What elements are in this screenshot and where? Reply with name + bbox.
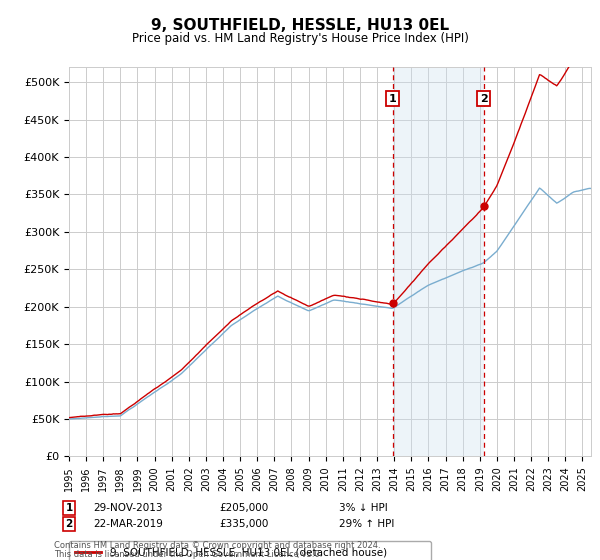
Text: 29-NOV-2013: 29-NOV-2013 — [93, 503, 163, 513]
Text: £205,000: £205,000 — [219, 503, 268, 513]
Text: 1: 1 — [65, 503, 73, 513]
Text: 1: 1 — [389, 94, 397, 104]
Bar — [392, 67, 484, 456]
Legend: 9, SOUTHFIELD, HESSLE, HU13 0EL (detached house), HPI: Average price, detached h: 9, SOUTHFIELD, HESSLE, HU13 0EL (detache… — [69, 542, 431, 560]
Text: 9, SOUTHFIELD, HESSLE, HU13 0EL: 9, SOUTHFIELD, HESSLE, HU13 0EL — [151, 18, 449, 33]
Text: 22-MAR-2019: 22-MAR-2019 — [93, 519, 163, 529]
Text: 3% ↓ HPI: 3% ↓ HPI — [339, 503, 388, 513]
Text: £335,000: £335,000 — [219, 519, 268, 529]
Text: 2: 2 — [479, 94, 487, 104]
Text: Contains HM Land Registry data © Crown copyright and database right 2024.: Contains HM Land Registry data © Crown c… — [54, 541, 380, 550]
Text: This data is licensed under the Open Government Licence v3.0.: This data is licensed under the Open Gov… — [54, 550, 322, 559]
Text: 2: 2 — [65, 519, 73, 529]
Text: Price paid vs. HM Land Registry's House Price Index (HPI): Price paid vs. HM Land Registry's House … — [131, 32, 469, 45]
Text: 29% ↑ HPI: 29% ↑ HPI — [339, 519, 394, 529]
